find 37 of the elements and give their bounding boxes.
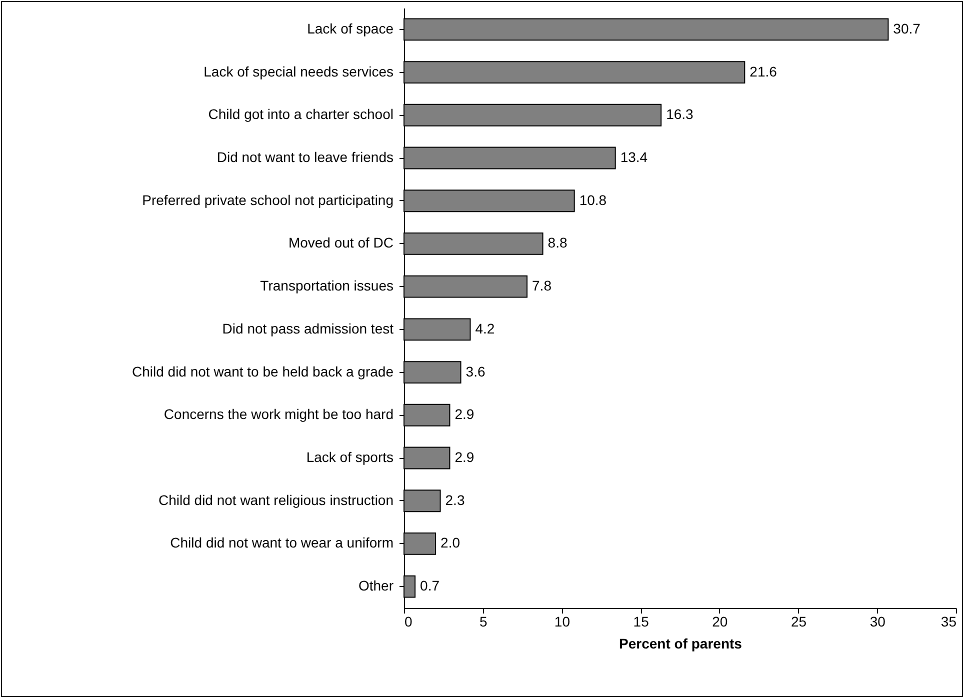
x-tick-label: 0 [404, 614, 412, 630]
y-tick-label: Child did not want to wear a uniform [170, 534, 394, 551]
y-tick-label: Lack of special needs services [204, 63, 394, 80]
x-axis-title: Percent of parents [619, 636, 742, 652]
data-label: 2.9 [454, 406, 474, 422]
y-tick-label: Other [358, 578, 394, 594]
y-tick-label: Preferred private school not participating [142, 192, 394, 208]
x-tick-label: 30 [870, 614, 886, 630]
data-label: 2.9 [454, 449, 474, 465]
data-label: 8.8 [548, 234, 568, 251]
x-tick-label: 20 [712, 614, 728, 630]
y-tick-label: Concerns the work might be too hard [164, 406, 394, 422]
y-tick-label: Child did not want to be held back a grade [132, 363, 394, 380]
x-tick-label: 15 [633, 614, 650, 630]
y-tick-label: Moved out of DC [288, 234, 394, 251]
data-label: 16.3 [666, 106, 694, 122]
y-tick-label: Child did not want religious instruction [158, 492, 394, 508]
y-tick-label: Child got into a charter school [208, 106, 394, 122]
data-label: 0.7 [420, 578, 440, 594]
data-label: 2.0 [440, 534, 460, 551]
y-tick-label: Lack of space [307, 20, 394, 36]
data-label: 10.8 [579, 192, 607, 208]
x-tick-label: 5 [479, 614, 488, 630]
data-label: 4.2 [475, 320, 495, 336]
y-tick-label: Did not pass admission test [222, 320, 394, 336]
data-label: 2.3 [445, 492, 465, 508]
x-tick-label: 10 [554, 614, 570, 630]
y-tick-label: Did not want to leave friends [216, 149, 394, 165]
y-tick-label: Lack of sports [306, 449, 394, 465]
data-label: 13.4 [620, 149, 648, 165]
data-label: 7.8 [532, 278, 552, 294]
y-tick-label: Transportation issues [260, 278, 394, 294]
data-label: 30.7 [893, 20, 921, 36]
x-tick-label: 35 [940, 614, 957, 630]
x-tick-label: 25 [790, 614, 807, 630]
data-label: 3.6 [466, 363, 486, 380]
data-label: 21.6 [750, 63, 778, 80]
